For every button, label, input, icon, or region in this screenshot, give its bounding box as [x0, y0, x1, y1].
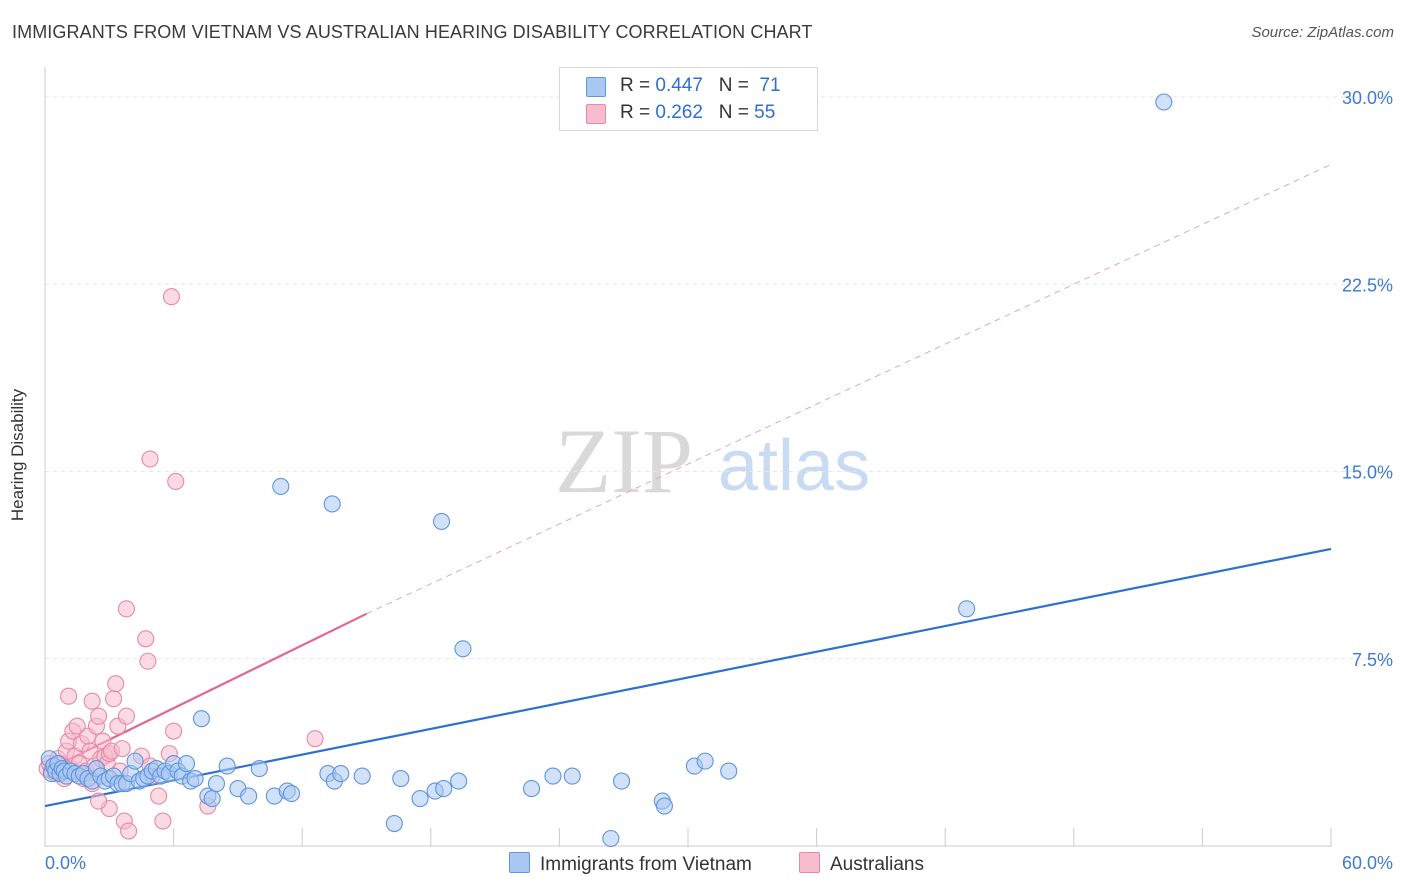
legend-n-label: N = [718, 75, 755, 96]
point-vietnam [1155, 93, 1173, 111]
point-vietnam [544, 767, 562, 785]
legend-r-label: R = [620, 102, 656, 123]
source-label: Source: ZipAtlas.com [1251, 24, 1394, 41]
y-axis-label: Hearing Disability [8, 388, 27, 522]
point-vietnam [177, 755, 196, 773]
x-tick-label: 0.0% [45, 853, 86, 873]
point-vietnam [332, 765, 350, 783]
legend-swatch-pink [799, 852, 820, 873]
point-australians [167, 472, 185, 491]
point-australians [141, 450, 159, 468]
stats-legend: R = 0.447 N = 71 R = 0.262 N = 55 [559, 67, 818, 131]
point-vietnam [218, 757, 236, 775]
point-vietnam [392, 770, 410, 788]
y-tick-label: 22.5% [1342, 275, 1393, 295]
point-australians [150, 787, 168, 805]
point-vietnam [435, 780, 453, 798]
point-australians [83, 692, 101, 710]
legend-n-value: 71 [759, 75, 781, 96]
point-australians [139, 652, 157, 670]
legend-n-value: 55 [754, 102, 776, 123]
point-vietnam [958, 600, 976, 618]
point-australians [60, 687, 78, 705]
point-australians [162, 288, 181, 306]
point-vietnam [411, 790, 429, 808]
point-australians [165, 722, 183, 740]
x-tick-label: 60.0% [1342, 853, 1393, 873]
point-vietnam [192, 710, 211, 728]
point-vietnam [655, 797, 673, 815]
legend-swatch-blue [586, 77, 606, 97]
chart-title: IMMIGRANTS FROM VIETNAM VS AUSTRALIAN HE… [12, 22, 813, 42]
axes [44, 67, 1332, 847]
point-australians [117, 707, 135, 725]
watermark: ZIP atlas [555, 410, 870, 512]
legend-label-australians: Australians [830, 854, 924, 875]
point-australians [68, 717, 86, 735]
watermark-zip: ZIP [555, 410, 693, 512]
point-vietnam [240, 787, 258, 805]
data-points [38, 93, 1173, 848]
point-vietnam [696, 752, 714, 770]
point-vietnam [353, 767, 371, 785]
point-australians [113, 740, 131, 758]
point-australians [120, 822, 138, 840]
point-australians [105, 690, 123, 708]
trend-line-australians-extension [366, 163, 1332, 615]
point-vietnam [250, 760, 268, 778]
gridlines [45, 96, 1386, 660]
point-vietnam [385, 814, 403, 833]
point-australians [117, 600, 135, 618]
point-vietnam [613, 772, 631, 790]
tick-labels: 7.5% 15.0% 22.5% 30.0% 0.0% 60.0% [45, 88, 1393, 873]
point-vietnam [203, 790, 221, 808]
point-australians [90, 792, 108, 810]
y-tick-label: 15.0% [1342, 463, 1393, 483]
point-vietnam [323, 495, 341, 513]
point-australians [306, 730, 324, 748]
point-vietnam [272, 477, 290, 496]
point-vietnam [450, 772, 468, 790]
point-vietnam [454, 640, 472, 658]
point-vietnam [432, 512, 451, 530]
y-tick-label: 30.0% [1342, 88, 1393, 108]
legend-r-value: 0.262 [655, 102, 703, 123]
legend-item-australians[interactable]: Australians [799, 852, 924, 876]
point-australians [154, 812, 172, 830]
point-vietnam [720, 762, 738, 780]
legend-n-label: N = [718, 102, 755, 123]
point-australians [107, 675, 125, 693]
point-vietnam [602, 829, 620, 848]
point-vietnam [563, 767, 581, 785]
legend-item-vietnam[interactable]: Immigrants from Vietnam [509, 852, 752, 876]
legend-r-value: 0.447 [655, 75, 703, 96]
legend-r-label: R = [620, 75, 656, 96]
point-vietnam [207, 775, 226, 793]
point-australians [137, 630, 155, 648]
point-vietnam [126, 752, 144, 770]
point-vietnam [522, 780, 541, 798]
watermark-atlas: atlas [718, 426, 870, 506]
legend-label-vietnam: Immigrants from Vietnam [540, 854, 752, 875]
legend-swatch-pink [586, 104, 606, 124]
legend-swatch-blue [509, 852, 530, 873]
point-vietnam [186, 770, 204, 788]
point-vietnam [282, 785, 301, 803]
point-australians [90, 707, 108, 725]
y-tick-label: 7.5% [1352, 650, 1393, 670]
